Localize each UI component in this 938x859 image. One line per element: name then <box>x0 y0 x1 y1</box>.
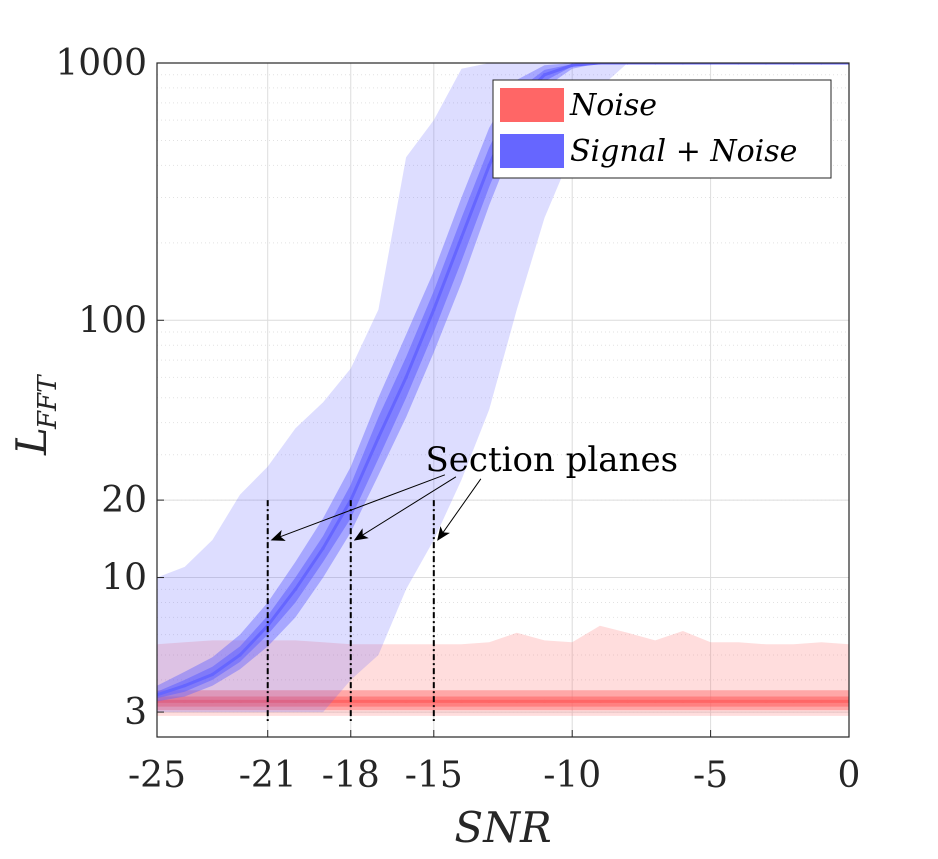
data-point-signal <box>293 587 297 591</box>
data-point-noise <box>376 699 381 704</box>
y-tick-label: 10 <box>101 558 147 599</box>
data-point-noise <box>183 699 187 704</box>
data-point-signal <box>432 308 436 312</box>
y-tick-label: 20 <box>101 480 147 521</box>
data-point-noise <box>238 699 242 704</box>
y-tick-label: 100 <box>78 300 147 341</box>
x-tick-label: -21 <box>239 755 297 796</box>
data-point-signal <box>183 684 187 688</box>
data-point-signal <box>376 435 381 440</box>
data-point-noise <box>570 699 574 704</box>
data-point-noise <box>709 699 713 704</box>
annotation-arrow <box>270 474 446 541</box>
legend: Noise Signal + Noise <box>492 79 832 179</box>
series-layer <box>157 63 849 716</box>
data-point-noise <box>404 699 408 704</box>
y-tick-label: 1000 <box>55 43 147 84</box>
data-point-signal <box>542 73 547 77</box>
data-point-noise <box>293 699 297 704</box>
y-tick-label: 3 <box>124 692 147 733</box>
data-point-noise <box>598 699 602 704</box>
data-point-noise <box>736 699 740 704</box>
band-outer-noise <box>157 625 849 716</box>
data-point-noise <box>459 699 464 704</box>
annotation: Section planes <box>266 440 678 721</box>
data-point-noise <box>653 699 657 704</box>
data-point-noise <box>792 699 796 704</box>
x-tick-label: -15 <box>405 755 463 796</box>
x-tick-label: -5 <box>693 755 728 796</box>
x-tick-label: -25 <box>128 755 186 796</box>
data-point-noise <box>321 699 325 704</box>
data-point-signal <box>238 653 242 657</box>
x-tick-label: 0 <box>838 755 861 796</box>
legend-swatch <box>500 88 564 122</box>
data-point-noise <box>625 699 630 704</box>
plot-frame <box>156 62 850 738</box>
data-point-noise <box>819 699 823 704</box>
x-tick-label: -18 <box>322 755 380 796</box>
data-point-noise <box>542 699 547 704</box>
legend-label: Noise <box>569 88 657 123</box>
data-point-signal <box>404 375 408 379</box>
band-inner-signal <box>157 63 849 699</box>
data-point-signal <box>570 63 574 67</box>
annotation-arrow <box>437 478 482 541</box>
data-point-signal <box>459 235 464 239</box>
annotation-label: Section planes <box>425 440 678 480</box>
data-point-signal <box>487 163 491 167</box>
data-point-signal <box>321 546 325 550</box>
data-point-noise <box>487 699 491 704</box>
data-point-noise <box>681 699 685 704</box>
x-tick-label: -10 <box>543 755 601 796</box>
annotation-arrow <box>353 476 457 541</box>
ticks: -25 -21 -18 -15 -10 -5 0 3 10 20 100 1000 <box>55 43 860 796</box>
y-axis-title-sub: FFT <box>33 374 63 430</box>
x-axis-title: SNR <box>454 803 551 852</box>
data-point-noise <box>764 699 768 704</box>
series-noise <box>157 625 849 716</box>
data-point-noise <box>515 699 519 704</box>
y-axis-title-main: L <box>7 427 56 456</box>
legend-swatch <box>500 134 564 168</box>
data-point-signal <box>210 672 214 677</box>
legend-label: Signal + Noise <box>570 134 797 169</box>
data-point-noise <box>210 699 214 704</box>
